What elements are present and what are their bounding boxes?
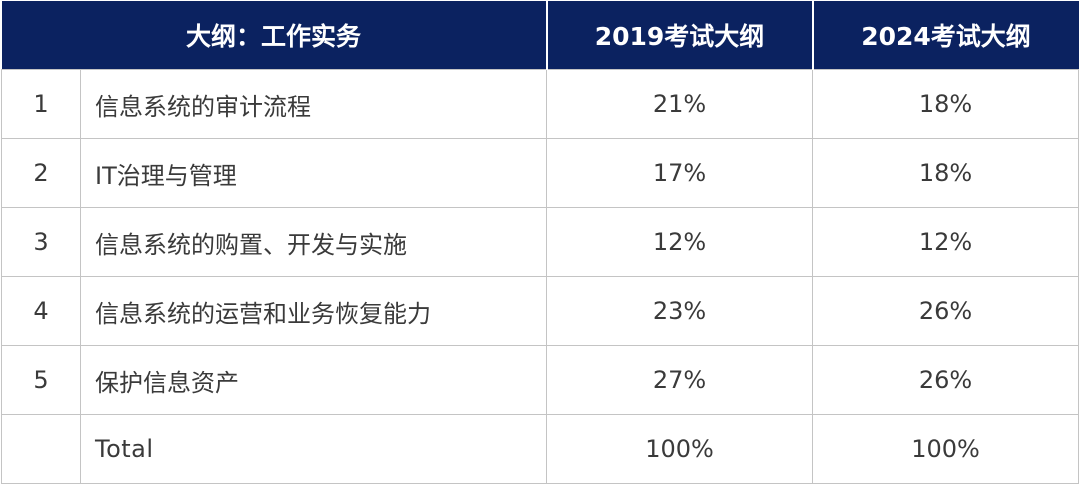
row-number: 4 [1, 276, 81, 346]
row-pct-2019: 17% [546, 138, 814, 208]
row-pct-2019: 23% [546, 276, 814, 346]
total-label: Total [79, 414, 548, 484]
row-topic: 保护信息资产 [79, 345, 548, 415]
table-row: 5 保护信息资产 27% 26% [1, 345, 1080, 415]
row-topic: 信息系统的审计流程 [79, 69, 548, 139]
header-2024: 2024考试大纲 [812, 1, 1079, 70]
row-pct-2024: 18% [812, 138, 1080, 208]
header-2019: 2019考试大纲 [546, 1, 814, 70]
header-topic: 大纲：工作实务 [1, 1, 548, 70]
total-pct-2019: 100% [546, 414, 814, 484]
table-row: 2 IT治理与管理 17% 18% [1, 138, 1080, 208]
total-row: Total 100% 100% [1, 414, 1080, 484]
row-pct-2019: 12% [546, 207, 814, 277]
row-number: 1 [1, 69, 81, 139]
row-number: 2 [1, 138, 81, 208]
header-row: 大纲：工作实务 2019考试大纲 2024考试大纲 [1, 1, 1079, 70]
total-number [1, 414, 81, 484]
row-pct-2019: 27% [546, 345, 814, 415]
table-row: 1 信息系统的审计流程 21% 18% [1, 69, 1080, 139]
row-number: 3 [1, 207, 81, 277]
row-number: 5 [1, 345, 81, 415]
row-pct-2024: 26% [812, 345, 1080, 415]
table-body: 1 信息系统的审计流程 21% 18% 2 IT治理与管理 17% 18% 3 … [1, 69, 1080, 484]
total-pct-2024: 100% [812, 414, 1080, 484]
table-header: 大纲：工作实务 2019考试大纲 2024考试大纲 [1, 1, 1079, 70]
row-pct-2019: 21% [546, 69, 814, 139]
row-topic: 信息系统的运营和业务恢复能力 [79, 276, 548, 346]
row-topic: IT治理与管理 [79, 138, 548, 208]
table-row: 4 信息系统的运营和业务恢复能力 23% 26% [1, 276, 1080, 346]
row-pct-2024: 12% [812, 207, 1080, 277]
row-pct-2024: 26% [812, 276, 1080, 346]
table-row: 3 信息系统的购置、开发与实施 12% 12% [1, 207, 1080, 277]
row-topic: 信息系统的购置、开发与实施 [79, 207, 548, 277]
row-pct-2024: 18% [812, 69, 1080, 139]
